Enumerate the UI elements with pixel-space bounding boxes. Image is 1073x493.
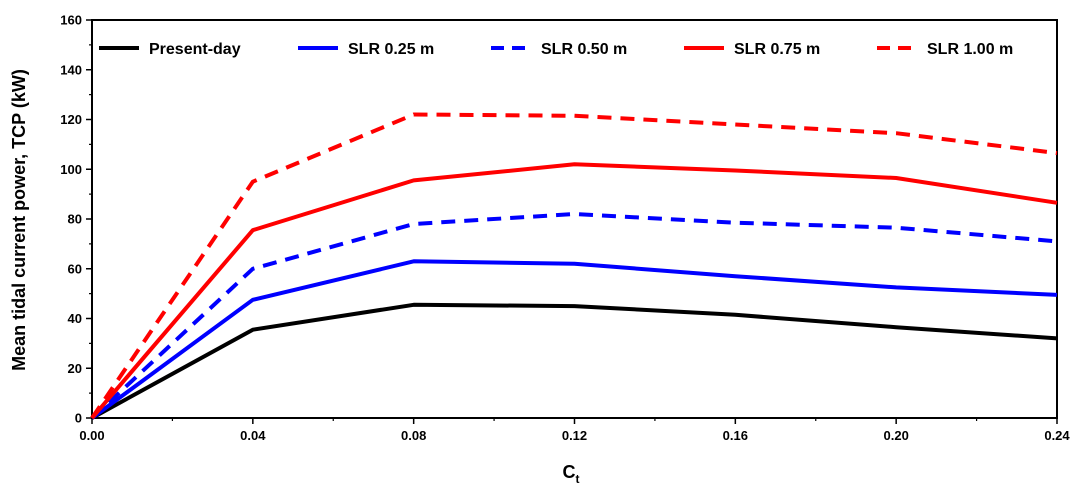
series-line-0: [91, 302, 1058, 420]
legend-item-0: Present-day: [99, 41, 241, 58]
legend: Present-day SLR 0.25 m SLR 0.50 m SLR 0.75 …: [99, 41, 1013, 58]
plot-area-frame: [91, 19, 1058, 419]
x-tick-label: 0.00: [79, 428, 104, 443]
y-tick-label: 100: [60, 162, 82, 177]
y-tick-label: 80: [68, 212, 82, 227]
x-tick-label: 0.08: [401, 428, 426, 443]
legend-item-2: SLR 0.50 m: [491, 41, 627, 58]
x-tick-label: 0.12: [562, 428, 587, 443]
x-axis-title-main: C: [563, 462, 576, 482]
legend-label: SLR 0.75 m: [734, 41, 820, 58]
x-axis-title: Ct: [563, 462, 580, 486]
y-tick-label: 60: [68, 261, 82, 276]
x-tick-label: 0.24: [1044, 428, 1070, 443]
legend-item-4: SLR 1.00 m: [877, 41, 1013, 58]
legend-label: SLR 0.50 m: [541, 41, 627, 58]
y-tick-label: 0: [75, 411, 82, 426]
legend-item-3: SLR 0.75 m: [684, 41, 820, 58]
x-tick-label: 0.20: [884, 428, 909, 443]
series-line-4: [90, 112, 1058, 420]
legend-label: SLR 1.00 m: [927, 41, 1013, 58]
x-tick-label: 0.04: [240, 428, 266, 443]
legend-item-1: SLR 0.25 m: [298, 41, 434, 58]
series-line-1: [90, 259, 1058, 420]
y-tick-label: 140: [60, 62, 82, 77]
legend-label: Present-day: [149, 41, 241, 58]
x-axis-title-subscript: t: [576, 472, 580, 486]
series-line-2: [90, 212, 1058, 420]
y-axis-title: Mean tidal current power, TCP (kW): [9, 69, 29, 371]
y-tick-label: 40: [68, 311, 82, 326]
y-tick-label: 20: [68, 361, 82, 376]
y-tick-label: 120: [60, 112, 82, 127]
series-line-3: [90, 162, 1058, 420]
legend-label: SLR 0.25 m: [348, 41, 434, 58]
y-tick-label: 160: [60, 13, 82, 28]
x-tick-label: 0.16: [723, 428, 748, 443]
